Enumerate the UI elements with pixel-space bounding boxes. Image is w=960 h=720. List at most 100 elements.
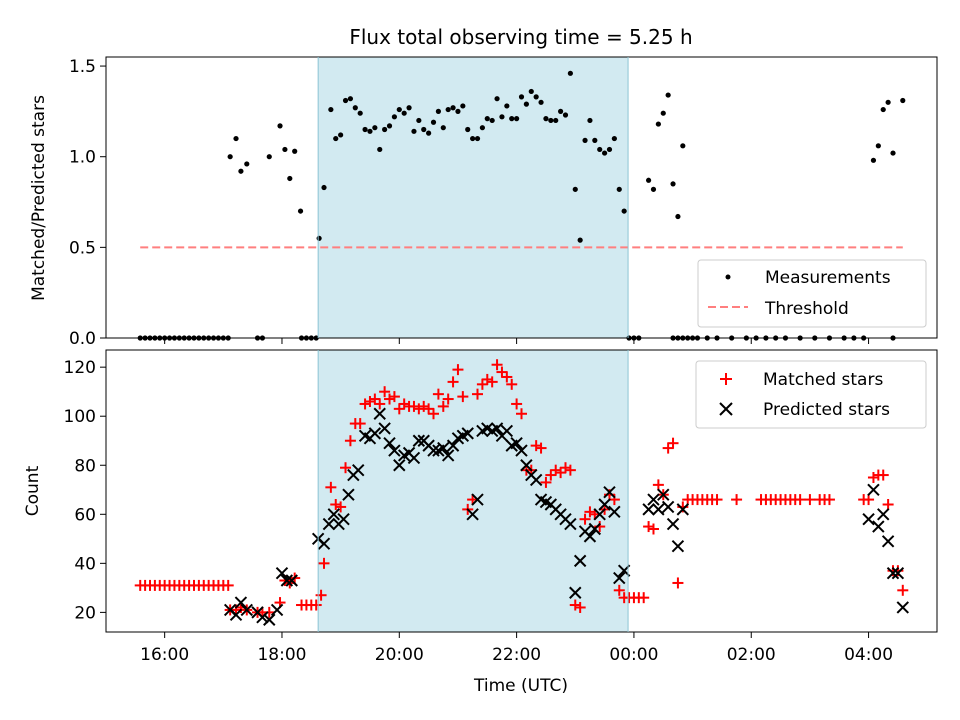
predicted-star-point bbox=[270, 603, 284, 617]
matched-star-point bbox=[388, 391, 400, 403]
measurement-point bbox=[445, 106, 451, 113]
predicted-star-point bbox=[280, 574, 294, 587]
measurement-point bbox=[238, 168, 244, 174]
measurement-point bbox=[357, 110, 363, 116]
measurements-series bbox=[137, 70, 906, 341]
top-legend: Measurements Threshold bbox=[697, 259, 927, 328]
legend-matched-label: Matched stars bbox=[763, 370, 883, 390]
matched-star-point bbox=[647, 523, 659, 535]
measurement-point bbox=[401, 110, 407, 116]
matched-star-point bbox=[574, 601, 586, 613]
matched-star-point bbox=[393, 403, 405, 415]
measurement-point bbox=[421, 126, 427, 133]
measurement-point bbox=[655, 121, 661, 127]
predicted-stars-series bbox=[223, 407, 909, 626]
x-tick-label: 20:00 bbox=[375, 645, 424, 665]
predicted-star-point bbox=[234, 596, 248, 609]
matched-star-point bbox=[428, 408, 440, 420]
matched-star-point bbox=[263, 606, 275, 618]
matched-star-point bbox=[579, 513, 591, 525]
matched-star-point bbox=[491, 359, 503, 371]
matched-star-point bbox=[374, 398, 386, 410]
predicted-star-point bbox=[896, 601, 909, 614]
measurement-point bbox=[528, 88, 534, 95]
measurement-point bbox=[660, 110, 666, 116]
measurement-point bbox=[367, 128, 373, 134]
predicted-star-point bbox=[862, 512, 875, 526]
predicted-star-point bbox=[322, 517, 336, 531]
top-chart-title: Flux total observing time = 5.25 h bbox=[349, 25, 692, 49]
measurements-legend-marker bbox=[725, 274, 731, 280]
predicted-star-point bbox=[263, 613, 276, 626]
measurement-point bbox=[227, 154, 233, 160]
measurement-point bbox=[504, 103, 510, 109]
measurement-point bbox=[621, 208, 627, 214]
matched-star-point bbox=[476, 378, 488, 390]
predicted-star-point bbox=[461, 427, 474, 440]
predicted-star-point bbox=[337, 512, 350, 526]
predicted-star-point bbox=[317, 537, 331, 550]
matched-star-point bbox=[638, 592, 650, 604]
bottom-y-tick-label: 100 bbox=[64, 407, 96, 427]
matched-star-point bbox=[662, 442, 674, 454]
predicted-star-point bbox=[657, 488, 670, 501]
measurement-point bbox=[233, 135, 239, 142]
measurement-point bbox=[372, 125, 378, 131]
measurement-point bbox=[602, 150, 608, 156]
matched-star-point bbox=[804, 494, 816, 506]
measurement-point bbox=[465, 126, 471, 133]
predicted-star-point bbox=[877, 508, 890, 521]
measurement-point bbox=[489, 117, 495, 124]
predicted-star-point bbox=[593, 508, 606, 521]
predicted-star-point bbox=[867, 483, 880, 496]
predicted-star-point bbox=[598, 498, 611, 511]
predicted-star-point bbox=[378, 422, 391, 435]
x-tick-label: 04:00 bbox=[844, 645, 893, 665]
bottom-y-tick-label: 120 bbox=[64, 358, 96, 378]
predicted-star-point bbox=[240, 603, 253, 617]
measurement-point bbox=[538, 99, 544, 105]
measurement-point bbox=[562, 112, 569, 118]
predicted-star-point bbox=[471, 493, 484, 506]
predicted-star-point bbox=[603, 486, 616, 499]
predicted-star-point bbox=[520, 459, 533, 472]
matched-star-point bbox=[559, 462, 571, 474]
predicted-star-point bbox=[608, 505, 621, 519]
measurement-point bbox=[499, 114, 505, 120]
bottom-y-tick-label: 60 bbox=[74, 505, 96, 525]
matched-star-point bbox=[863, 494, 875, 506]
measurement-point bbox=[616, 186, 622, 192]
top-y-tick-label: 0.0 bbox=[69, 329, 96, 349]
predicted-star-point bbox=[275, 566, 289, 580]
measurement-point bbox=[543, 116, 549, 122]
matched-star-point bbox=[672, 577, 684, 589]
matched-star-point bbox=[408, 400, 420, 412]
predicted-star-point bbox=[446, 439, 460, 452]
matched-star-point bbox=[877, 469, 889, 481]
predicted-legend-marker bbox=[719, 402, 733, 416]
matched-star-point bbox=[511, 398, 523, 410]
matched-star-point bbox=[432, 388, 444, 400]
predicted-star-point bbox=[256, 611, 269, 624]
measurement-point bbox=[474, 135, 481, 142]
matched-star-point bbox=[447, 376, 459, 388]
predicted-star-point bbox=[671, 539, 685, 553]
matched-star-point bbox=[823, 494, 835, 506]
matched-star-point bbox=[379, 386, 391, 398]
measurement-point bbox=[572, 186, 578, 192]
measurement-point bbox=[297, 208, 304, 214]
measurement-point bbox=[523, 101, 529, 107]
bottom-axes-frame bbox=[105, 349, 938, 633]
measurement-point bbox=[479, 125, 485, 131]
predicted-star-point bbox=[564, 517, 577, 531]
bottom-panel: 20 40 60 80 100 120 16:00 18:00 20:00 22:00 00:00… bbox=[23, 349, 938, 696]
measurement-point bbox=[880, 106, 886, 113]
top-y-tick-label: 1.0 bbox=[69, 148, 96, 168]
matched-star-point bbox=[398, 398, 410, 410]
predicted-star-point bbox=[466, 508, 479, 521]
measurement-point bbox=[670, 181, 676, 187]
measurement-point bbox=[870, 157, 877, 163]
measurement-point bbox=[406, 105, 412, 111]
matched-star-point bbox=[222, 579, 234, 591]
